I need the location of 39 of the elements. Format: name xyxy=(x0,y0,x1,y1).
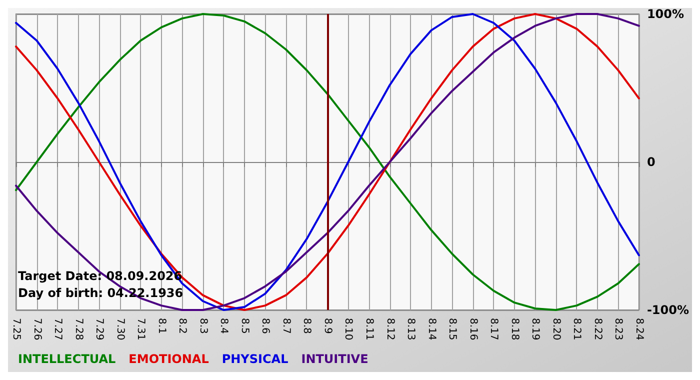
y-tick-label: -100% xyxy=(646,303,690,317)
x-tick-label: 8.11 xyxy=(364,318,375,340)
text: EMOTIONAL xyxy=(128,352,210,366)
x-tick-label: 7.26 xyxy=(31,318,42,340)
text: INTUITIVE xyxy=(301,352,368,366)
text: INTELLECTUAL xyxy=(18,352,116,366)
y-tick-label: 100% xyxy=(646,7,684,21)
x-tick-label: 8.18 xyxy=(508,318,520,340)
x-tick-label: 8.2 xyxy=(176,318,188,334)
x-tick-label: 8.13 xyxy=(405,318,416,340)
x-tick-label: 8.19 xyxy=(530,318,541,340)
x-tick-label: 8.24 xyxy=(633,318,644,340)
x-tick-label: 7.30 xyxy=(114,318,126,340)
y-tick-label: 0 xyxy=(646,155,656,169)
x-tick-label: 8.15 xyxy=(446,318,458,340)
x-tick-label: 8.5 xyxy=(238,318,250,334)
x-tick-label: 7.29 xyxy=(94,318,105,340)
x-tick-label: 8.8 xyxy=(301,318,312,334)
x-tick-label: 8.12 xyxy=(384,318,396,340)
x-tick-label: 8.10 xyxy=(342,318,354,340)
x-tick-label: 8.22 xyxy=(592,318,603,340)
x-tick-label: 8.1 xyxy=(156,318,167,334)
x-tick-label: 7.28 xyxy=(72,318,84,340)
x-tick-label: 8.20 xyxy=(550,318,562,340)
x-tick-label: 7.25 xyxy=(10,318,22,340)
x-tick-label: 7.27 xyxy=(52,318,64,340)
x-tick-label: 8.17 xyxy=(488,318,500,340)
x-tick-label: 8.3 xyxy=(197,318,208,334)
x-tick-label: 8.4 xyxy=(218,318,230,334)
x-tick-label: 8.23 xyxy=(612,318,624,340)
x-tick-label: 7.31 xyxy=(135,318,146,340)
x-tick-label: 8.9 xyxy=(322,318,333,334)
x-tick-label: 8.21 xyxy=(571,318,582,340)
text: PHYSICAL xyxy=(222,352,289,366)
x-tick-label: 8.6 xyxy=(260,318,271,334)
x-tick-label: 8.7 xyxy=(280,318,292,334)
x-tick-label: 8.16 xyxy=(467,318,478,340)
x-tick-label: 8.14 xyxy=(426,318,437,340)
line-series xyxy=(15,13,640,311)
